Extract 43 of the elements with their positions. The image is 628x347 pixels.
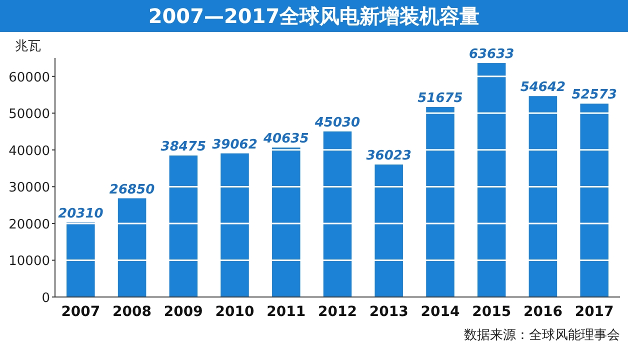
y-tick-label: 0 bbox=[42, 291, 50, 306]
bar bbox=[580, 104, 608, 297]
x-tick-label: 2009 bbox=[164, 304, 203, 320]
x-tick-label: 2010 bbox=[215, 304, 255, 320]
source-note: 数据来源：全球风能理事会 bbox=[464, 328, 620, 343]
bar bbox=[169, 156, 198, 297]
bar bbox=[220, 153, 249, 297]
bar bbox=[66, 222, 95, 297]
x-tick-label: 2012 bbox=[318, 304, 357, 320]
y-tick-label: 40000 bbox=[8, 144, 50, 159]
bar bbox=[477, 63, 506, 297]
x-tick-label: 2011 bbox=[266, 304, 306, 320]
y-tick-label: 10000 bbox=[8, 254, 50, 270]
data-label: 38475 bbox=[160, 140, 206, 155]
chart-title: 2007—2017全球风电新增装机容量 bbox=[148, 4, 480, 28]
y-tick-label: 60000 bbox=[8, 70, 50, 86]
y-tick-label: 20000 bbox=[8, 217, 50, 232]
x-tick-label: 2015 bbox=[472, 304, 512, 320]
x-tick-label: 2008 bbox=[112, 304, 152, 320]
data-label: 63633 bbox=[468, 47, 514, 62]
y-axis-title: 兆瓦 bbox=[15, 39, 41, 54]
data-label: 20310 bbox=[58, 206, 104, 222]
data-label: 51675 bbox=[418, 90, 463, 106]
bar bbox=[528, 96, 558, 297]
data-label: 26850 bbox=[109, 182, 155, 198]
data-label: 52573 bbox=[572, 88, 617, 103]
bar bbox=[323, 131, 352, 297]
bar bbox=[426, 106, 454, 297]
x-tick-label: 2016 bbox=[523, 304, 562, 320]
data-label: 40635 bbox=[262, 132, 309, 147]
y-tick-label: 50000 bbox=[8, 107, 50, 122]
bar bbox=[374, 164, 403, 297]
data-label: 36023 bbox=[366, 148, 412, 164]
x-tick-label: 2014 bbox=[420, 304, 460, 320]
y-tick-label: 30000 bbox=[8, 180, 50, 196]
data-label: 54642 bbox=[520, 80, 566, 96]
bar bbox=[272, 148, 300, 297]
x-tick-label: 2013 bbox=[369, 304, 408, 320]
x-tick-label: 2007 bbox=[61, 304, 100, 320]
bar bbox=[118, 198, 146, 297]
data-label: 45030 bbox=[314, 115, 360, 130]
data-label: 39062 bbox=[212, 137, 258, 152]
x-tick-label: 2017 bbox=[574, 304, 614, 320]
